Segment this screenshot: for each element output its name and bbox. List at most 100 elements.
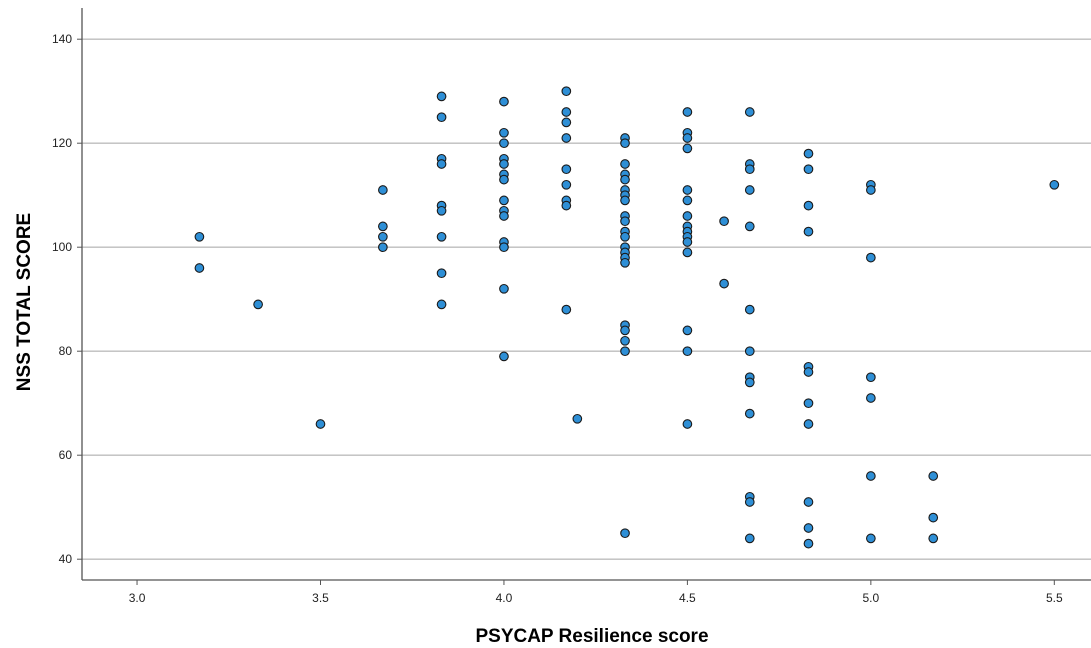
x-tick-label: 4.5 — [679, 591, 696, 605]
data-point — [682, 237, 693, 247]
data-point — [561, 200, 572, 211]
data-point — [866, 393, 876, 403]
data-point — [682, 211, 693, 221]
data-point — [561, 86, 572, 97]
data-point — [682, 143, 693, 154]
data-point — [620, 335, 630, 346]
data-point — [744, 164, 755, 175]
data-point — [499, 195, 509, 206]
data-point — [620, 216, 630, 227]
data-point — [803, 523, 814, 533]
data-point — [499, 283, 509, 294]
data-point — [561, 164, 572, 175]
data-point — [499, 138, 509, 149]
data-point — [744, 497, 755, 507]
x-tick-label: 3.0 — [129, 591, 146, 605]
y-tick-label: 40 — [59, 552, 73, 566]
data-point — [194, 231, 205, 242]
data-point — [436, 159, 447, 169]
data-point — [682, 346, 693, 357]
data-point — [928, 533, 939, 544]
data-point — [866, 185, 876, 195]
x-axis-title: PSYCAP Resilience score — [475, 626, 708, 647]
data-point — [378, 242, 388, 253]
data-point — [378, 231, 388, 242]
data-point — [436, 112, 447, 123]
data-point — [744, 185, 755, 195]
data-point — [499, 159, 509, 169]
data-point — [803, 367, 814, 377]
data-point — [378, 221, 388, 232]
data-point — [682, 185, 693, 195]
tick-labels: 40 60 80 100 120 140 3.0 3.5 4.0 4.5 5.0 5.5 — [52, 32, 1063, 605]
data-point — [719, 216, 729, 227]
data-point — [499, 242, 509, 253]
data-point — [744, 221, 755, 232]
data-point — [499, 211, 509, 221]
data-point — [620, 138, 630, 149]
y-tick-label: 120 — [52, 136, 72, 150]
data-point — [436, 91, 447, 102]
data-point — [682, 107, 693, 117]
data-point — [499, 174, 509, 185]
data-point — [803, 538, 814, 549]
data-point — [620, 159, 630, 169]
x-tick-label: 3.5 — [312, 591, 329, 605]
data-point — [682, 247, 693, 258]
data-point — [866, 471, 876, 481]
data-point — [719, 278, 729, 289]
y-tick-label: 80 — [59, 344, 73, 358]
data-point — [803, 497, 814, 507]
data-points — [194, 86, 1060, 549]
data-point — [620, 528, 630, 539]
data-point — [315, 419, 326, 429]
data-point — [744, 377, 755, 388]
data-point — [744, 408, 755, 419]
data-point — [620, 346, 630, 357]
data-point — [499, 351, 509, 362]
data-point — [378, 185, 388, 195]
y-tick-label: 140 — [52, 32, 72, 46]
data-point — [1049, 179, 1060, 190]
data-point — [620, 231, 630, 242]
data-point — [866, 533, 876, 544]
data-point — [928, 471, 939, 481]
data-point — [866, 372, 876, 383]
data-point — [744, 107, 755, 117]
data-point — [620, 325, 630, 336]
x-tick-label: 4.0 — [496, 591, 513, 605]
data-point — [682, 419, 693, 429]
data-point — [572, 413, 583, 424]
data-point — [436, 268, 447, 279]
data-point — [744, 533, 755, 544]
data-point — [436, 299, 447, 310]
data-point — [561, 133, 572, 143]
data-point — [436, 231, 447, 242]
data-point — [620, 195, 630, 206]
data-point — [744, 346, 755, 357]
data-point — [928, 512, 939, 523]
data-point — [803, 164, 814, 175]
x-tick-label: 5.5 — [1046, 591, 1063, 605]
gridlines — [82, 38, 1091, 560]
data-point — [682, 325, 693, 336]
data-point — [682, 133, 693, 143]
y-axis-title: NSS TOTAL SCORE — [14, 213, 35, 391]
data-point — [744, 304, 755, 315]
data-point — [561, 179, 572, 190]
data-point — [803, 419, 814, 429]
data-point — [561, 107, 572, 117]
data-point — [803, 200, 814, 211]
data-point — [436, 205, 447, 216]
data-point — [803, 398, 814, 409]
data-point — [803, 226, 814, 237]
x-tick-label: 5.0 — [863, 591, 880, 605]
data-point — [620, 174, 630, 185]
axes — [77, 8, 1091, 585]
data-point — [561, 304, 572, 315]
data-point — [253, 299, 263, 310]
data-point — [866, 252, 876, 263]
data-point — [561, 117, 572, 128]
